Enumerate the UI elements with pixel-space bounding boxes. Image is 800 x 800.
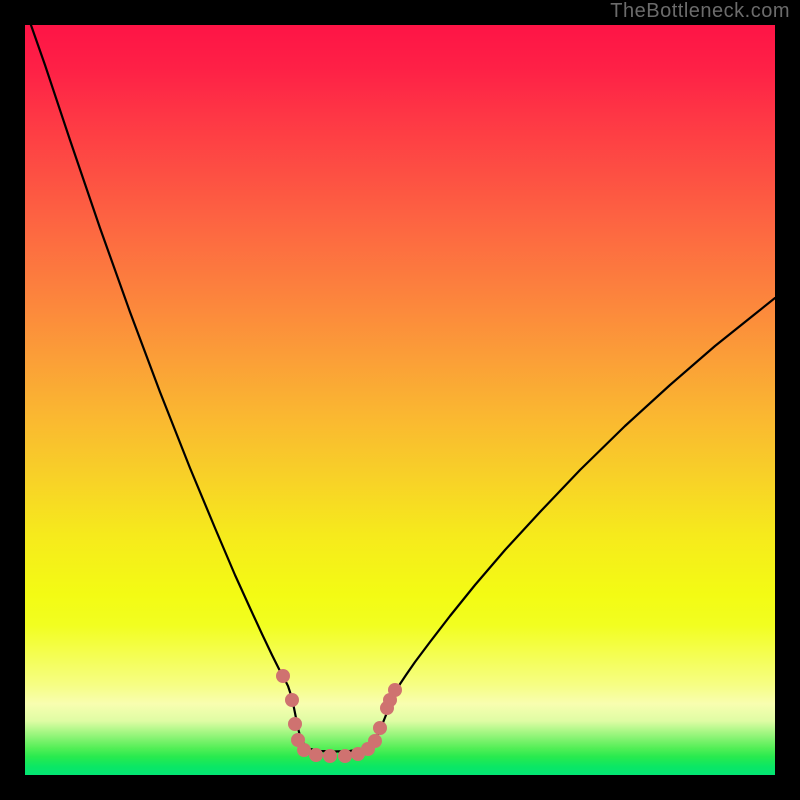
curve-marker (368, 734, 382, 748)
chart-container: TheBottleneck.com (0, 0, 800, 800)
curve-marker (388, 683, 402, 697)
curve-marker (323, 749, 337, 763)
plot-area (25, 25, 775, 775)
bottleneck-curve (25, 25, 775, 752)
curve-marker (338, 749, 352, 763)
curve-marker (288, 717, 302, 731)
watermark-text: TheBottleneck.com (610, 0, 790, 23)
curve-marker (285, 693, 299, 707)
curve-marker (373, 721, 387, 735)
curve-marker (297, 743, 311, 757)
curve-layer (25, 25, 775, 775)
curve-marker (309, 748, 323, 762)
curve-marker (276, 669, 290, 683)
